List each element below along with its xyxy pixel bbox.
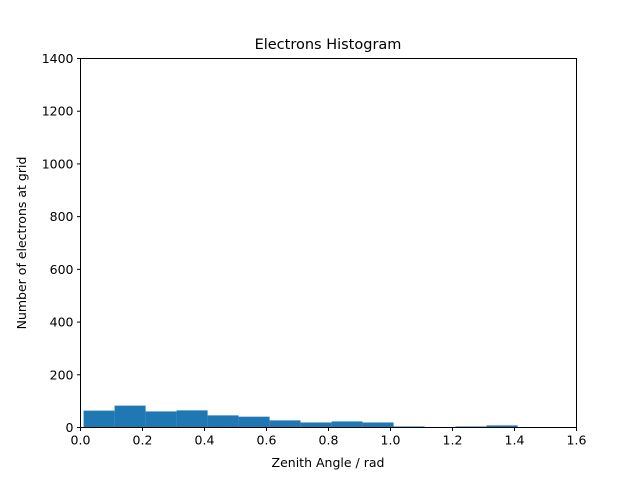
y-tick-label-1: 200 xyxy=(50,367,74,382)
x-tick-label-1: 0.2 xyxy=(133,433,153,448)
histogram-bar-13 xyxy=(486,425,518,428)
y-tick-label-5: 1000 xyxy=(42,156,74,171)
x-tick-label-7: 1.4 xyxy=(505,433,525,448)
x-tick-label-6: 1.2 xyxy=(443,433,463,448)
bars-group xyxy=(83,405,518,428)
x-tick-label-2: 0.4 xyxy=(195,433,215,448)
histogram-bar-3 xyxy=(176,410,208,428)
histogram-bar-0 xyxy=(83,410,115,428)
histogram-bar-8 xyxy=(331,421,363,428)
y-tick-label-6: 1200 xyxy=(42,104,74,119)
histogram-bar-12 xyxy=(455,426,487,428)
x-tick-label-0: 0.0 xyxy=(71,433,91,448)
histogram-bar-7 xyxy=(300,422,332,428)
x-tick-label-8: 1.6 xyxy=(567,433,587,448)
histogram-bar-5 xyxy=(238,416,270,428)
plot-frame xyxy=(80,58,577,428)
histogram-bar-6 xyxy=(269,420,301,428)
histogram-bar-10 xyxy=(393,426,425,428)
histogram-bar-2 xyxy=(145,411,177,428)
x-tick-label-3: 0.6 xyxy=(257,433,277,448)
x-axis-ticks: 0.0 0.2 0.4 0.6 0.8 1.0 1.2 1.4 1.6 xyxy=(71,427,587,448)
y-tick-label-7: 1400 xyxy=(42,51,74,66)
histogram-bar-1 xyxy=(114,405,146,428)
y-tick-label-0: 0 xyxy=(66,420,74,435)
y-axis-label: Number of electrons at grid xyxy=(14,157,29,330)
x-tick-label-4: 0.8 xyxy=(319,433,339,448)
histogram-bar-4 xyxy=(207,415,239,428)
y-tick-label-3: 600 xyxy=(50,262,74,277)
x-axis-label: Zenith Angle / rad xyxy=(272,455,385,470)
y-axis-ticks: 0 200 400 600 800 1000 1200 1400 xyxy=(42,51,81,435)
y-tick-label-4: 800 xyxy=(50,209,74,224)
x-tick-label-5: 1.0 xyxy=(381,433,401,448)
histogram-bar-9 xyxy=(362,422,394,428)
y-tick-label-2: 400 xyxy=(50,315,74,330)
chart-title: Electrons Histogram xyxy=(255,37,402,53)
